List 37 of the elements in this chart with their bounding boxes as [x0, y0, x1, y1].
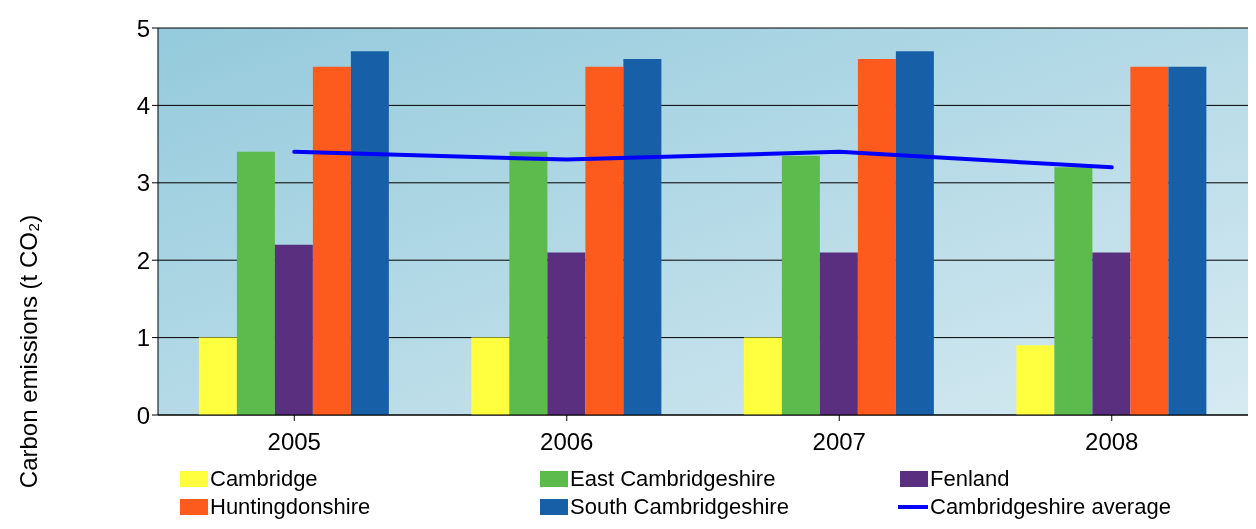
bar	[623, 58, 662, 415]
bar	[743, 337, 782, 415]
x-tick-label: 2008	[1085, 428, 1139, 456]
bar	[274, 244, 313, 415]
bar	[1130, 66, 1169, 415]
bar	[895, 51, 934, 415]
x-tick-label: 2005	[267, 428, 321, 456]
y-tick-label: 3	[136, 169, 150, 197]
x-tick-label: 2007	[812, 428, 866, 456]
legend-label: Fenland	[930, 465, 1010, 493]
legend-label: Cambridgeshire average	[930, 493, 1171, 521]
bar	[857, 58, 896, 415]
y-tick-label: 2	[136, 246, 150, 274]
bar	[1168, 66, 1207, 415]
bar	[471, 337, 510, 415]
bar	[819, 252, 858, 415]
bar	[1092, 252, 1131, 415]
bar	[1054, 167, 1093, 415]
legend-label: East Cambridgeshire	[570, 465, 776, 493]
legend-label: Huntingdonshire	[210, 493, 371, 521]
y-tick-label: 5	[136, 14, 150, 42]
bar	[1016, 345, 1055, 415]
bar	[350, 51, 389, 415]
legend-label: Cambridge	[210, 465, 318, 493]
bar	[312, 66, 351, 415]
bar	[509, 151, 548, 415]
y-tick-label: 4	[136, 91, 150, 119]
bar	[781, 155, 820, 415]
bar	[236, 151, 275, 415]
y-tick-label: 0	[136, 401, 150, 429]
y-axis-title: Carbon emissions (t CO₂)	[14, 214, 42, 489]
bar	[547, 252, 586, 415]
x-tick-label: 2006	[540, 428, 594, 456]
bar	[585, 66, 624, 415]
legend-label: South Cambridgeshire	[570, 493, 789, 521]
y-tick-label: 1	[136, 324, 150, 352]
bar	[198, 337, 237, 415]
